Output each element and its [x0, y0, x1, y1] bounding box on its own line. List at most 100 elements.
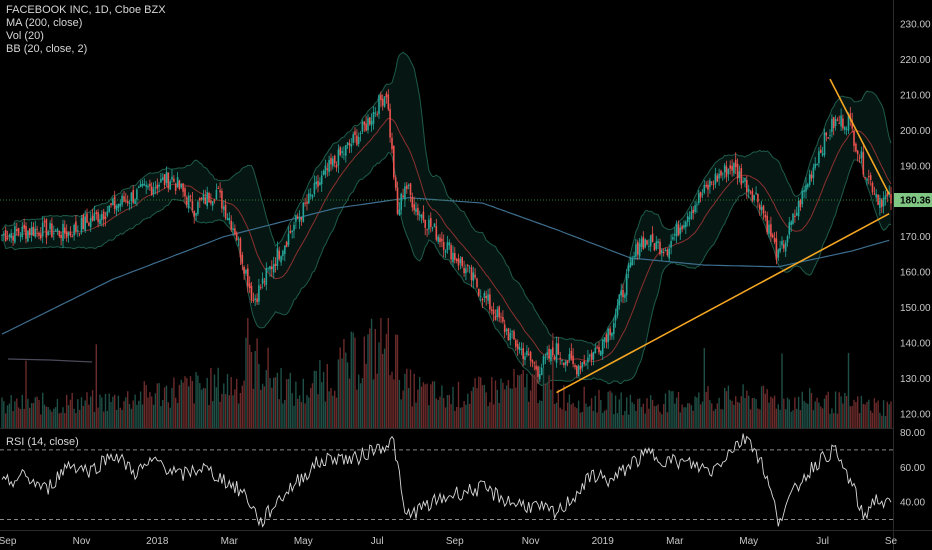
volume-bar	[271, 387, 273, 428]
candle-body	[679, 227, 682, 234]
candle-body	[282, 250, 284, 256]
candle-body	[472, 272, 475, 281]
volume-bar	[557, 389, 559, 428]
volume-bar	[633, 404, 635, 428]
volume-bar	[387, 318, 389, 428]
candle-body	[459, 259, 462, 264]
candle-body	[49, 223, 51, 230]
volume-bar	[42, 392, 44, 428]
volume-bar	[345, 352, 347, 428]
volume-bar	[871, 412, 874, 428]
candle-body	[394, 177, 397, 188]
candle-body	[77, 230, 79, 232]
candle-body	[542, 356, 545, 365]
volume-bar	[80, 397, 83, 428]
volume-bar	[114, 394, 116, 428]
volume-bar	[58, 413, 60, 428]
volume-bar	[809, 388, 811, 428]
candle-body	[555, 343, 558, 363]
volume-bar	[265, 370, 267, 428]
candle-body	[398, 209, 401, 215]
candle-body	[631, 258, 633, 266]
legend-symbol[interactable]: FACEBOOK INC, 1D, Cboe BZX	[6, 4, 166, 16]
volume-bar	[537, 402, 539, 428]
candle-body	[520, 349, 523, 350]
volume-bar	[624, 411, 626, 428]
volume-bar	[533, 374, 535, 428]
volume-bar	[698, 392, 700, 428]
volume-bar	[858, 413, 861, 428]
volume-bar	[703, 348, 705, 428]
rsi-legend[interactable]: RSI (14, close)	[6, 436, 79, 448]
candle-body	[300, 217, 303, 220]
candle-body	[762, 205, 765, 214]
legend-vol[interactable]: Vol (20)	[6, 30, 44, 42]
volume-bar	[596, 412, 598, 428]
volume-bar	[827, 391, 829, 428]
volume-bar	[888, 404, 890, 428]
time-tick-label: Jul	[816, 536, 829, 547]
legend-ma[interactable]: MA (200, close)	[6, 17, 83, 29]
candle-body	[4, 230, 7, 242]
volume-bar	[592, 411, 595, 428]
volume-bar	[346, 362, 349, 428]
candle-body	[688, 217, 691, 220]
candle-body	[141, 183, 144, 187]
volume-bar	[110, 401, 112, 428]
candle-body	[200, 198, 203, 200]
candle-body	[437, 236, 439, 242]
candle-body	[224, 204, 227, 219]
candle-body	[881, 199, 883, 207]
candle-body	[426, 229, 428, 231]
candle-body	[152, 188, 155, 195]
candle-body	[176, 177, 179, 188]
candle-body	[10, 233, 12, 239]
candle-body	[640, 238, 643, 247]
volume-bar	[457, 381, 460, 428]
candle-body	[792, 213, 794, 224]
candle-body	[189, 195, 192, 197]
legend-bb[interactable]: BB (20, close, 2)	[6, 43, 88, 55]
candle-body	[383, 96, 386, 107]
volume-bar	[398, 379, 401, 428]
volume-bar	[138, 400, 140, 428]
volume-bar	[306, 395, 308, 428]
volume-bar	[289, 372, 291, 428]
volume-bar	[302, 378, 304, 428]
candle-body	[147, 185, 149, 188]
volume-bar	[775, 408, 778, 428]
volume-bar	[585, 403, 587, 428]
candle-body	[524, 356, 526, 360]
candle-body	[858, 157, 861, 159]
volume-bar	[688, 403, 691, 428]
volume-bar	[807, 403, 809, 428]
candle-body	[28, 228, 31, 236]
candle-body	[25, 226, 27, 239]
candle-body	[169, 181, 171, 190]
candle-body	[3, 233, 5, 235]
volume-bar	[818, 402, 820, 428]
candle-body	[16, 229, 18, 231]
volume-bar	[502, 382, 504, 428]
volume-bar	[583, 386, 585, 428]
candle-body	[424, 219, 426, 228]
candle-body	[36, 229, 38, 230]
candle-body	[779, 248, 781, 252]
candle-body	[254, 298, 256, 300]
candle-body	[335, 164, 338, 168]
bb-fill	[2, 52, 891, 386]
volume-bar	[487, 406, 489, 428]
candle-body	[54, 230, 57, 232]
candle-body	[154, 187, 157, 189]
candle-body	[65, 231, 68, 238]
candle-body	[649, 235, 652, 247]
candle-body	[552, 347, 554, 355]
candle-body	[862, 152, 865, 175]
volume-bar	[134, 394, 136, 428]
candle-body	[845, 128, 848, 130]
candle-body	[579, 366, 582, 370]
candle-body	[548, 348, 550, 359]
volume-bar	[435, 398, 437, 428]
volume-bar	[73, 408, 75, 428]
